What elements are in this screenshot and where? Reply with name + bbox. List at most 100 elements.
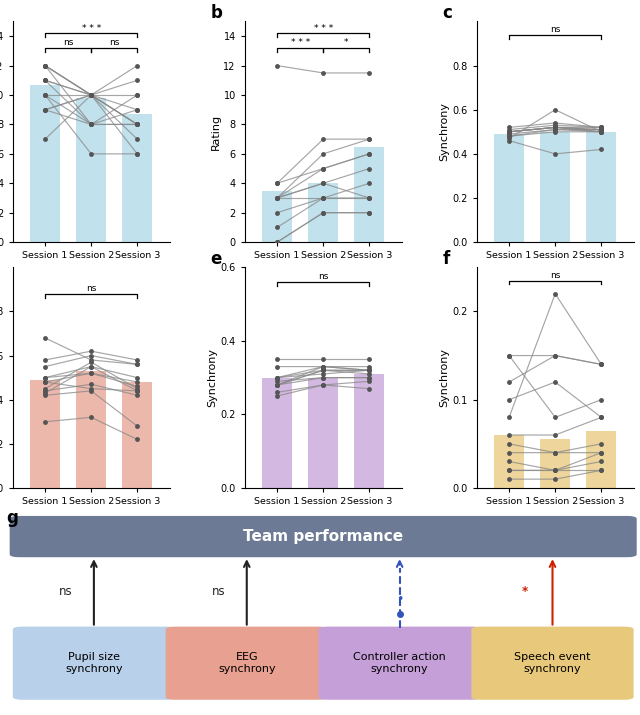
Point [132, 434, 143, 445]
Text: * * *: * * * [81, 24, 101, 33]
FancyBboxPatch shape [319, 626, 481, 700]
Point [504, 126, 514, 137]
Point [364, 368, 374, 380]
Text: ns: ns [59, 586, 73, 598]
Point [40, 74, 50, 86]
Text: Pupil size
synchrony: Pupil size synchrony [65, 652, 123, 674]
Point [318, 372, 328, 383]
Point [272, 237, 282, 248]
Point [86, 368, 96, 379]
Point [596, 144, 607, 155]
Point [132, 104, 143, 115]
Text: Team performance: Team performance [243, 529, 403, 544]
Point [550, 447, 561, 458]
Point [86, 357, 96, 368]
FancyBboxPatch shape [10, 516, 637, 557]
Point [504, 135, 514, 147]
Point [132, 89, 143, 101]
Point [364, 177, 374, 189]
Point [550, 465, 561, 476]
Point [40, 89, 50, 101]
Bar [122, 382, 152, 488]
Point [550, 122, 561, 133]
Point [318, 368, 328, 380]
Point [596, 126, 607, 137]
Point [318, 67, 328, 79]
Point [86, 350, 96, 361]
Point [504, 376, 514, 388]
FancyBboxPatch shape [472, 626, 634, 700]
Point [550, 412, 561, 423]
Y-axis label: Rating: Rating [211, 114, 221, 150]
Point [504, 133, 514, 144]
Point [550, 288, 561, 300]
Point [272, 379, 282, 390]
Point [318, 177, 328, 189]
Point [272, 192, 282, 204]
Point [364, 365, 374, 376]
Point [504, 130, 514, 142]
Point [504, 455, 514, 467]
Bar [586, 132, 616, 242]
Point [318, 353, 328, 365]
Point [550, 124, 561, 135]
Point [550, 122, 561, 133]
Point [132, 134, 143, 145]
Text: ns: ns [212, 586, 226, 598]
Point [132, 119, 143, 130]
Point [504, 122, 514, 133]
Bar [494, 134, 524, 242]
Point [318, 372, 328, 383]
Point [596, 394, 607, 405]
Point [364, 365, 374, 376]
Point [40, 60, 50, 72]
Point [132, 385, 143, 397]
Point [86, 89, 96, 101]
Point [40, 60, 50, 72]
Point [596, 412, 607, 423]
Point [504, 126, 514, 137]
Y-axis label: Synchrony: Synchrony [207, 348, 218, 407]
Point [504, 447, 514, 458]
Point [364, 192, 374, 204]
Point [364, 207, 374, 218]
Point [550, 126, 561, 137]
Point [504, 126, 514, 137]
Point [550, 124, 561, 135]
Point [40, 104, 50, 115]
Text: ns: ns [318, 272, 328, 281]
Point [272, 237, 282, 248]
Point [550, 473, 561, 485]
Point [364, 372, 374, 383]
Text: ns: ns [109, 39, 120, 47]
Point [504, 465, 514, 476]
Point [504, 126, 514, 137]
Point [40, 376, 50, 388]
Bar [355, 147, 384, 242]
Point [550, 465, 561, 476]
Point [504, 473, 514, 485]
Point [364, 207, 374, 218]
Text: ns: ns [86, 284, 97, 293]
Text: b: b [211, 4, 222, 21]
Point [596, 438, 607, 450]
Point [86, 89, 96, 101]
Point [318, 379, 328, 390]
Bar [30, 380, 60, 488]
Point [596, 126, 607, 137]
Point [86, 412, 96, 423]
Point [364, 192, 374, 204]
Point [86, 383, 96, 395]
Bar [262, 191, 292, 242]
Point [86, 119, 96, 130]
Point [364, 375, 374, 387]
Text: * * *: * * * [291, 39, 310, 47]
Bar [262, 378, 292, 488]
Point [86, 148, 96, 159]
Point [132, 104, 143, 115]
Text: *: * [344, 39, 349, 47]
Point [364, 353, 374, 365]
Point [272, 387, 282, 398]
Point [596, 359, 607, 370]
Point [550, 122, 561, 133]
